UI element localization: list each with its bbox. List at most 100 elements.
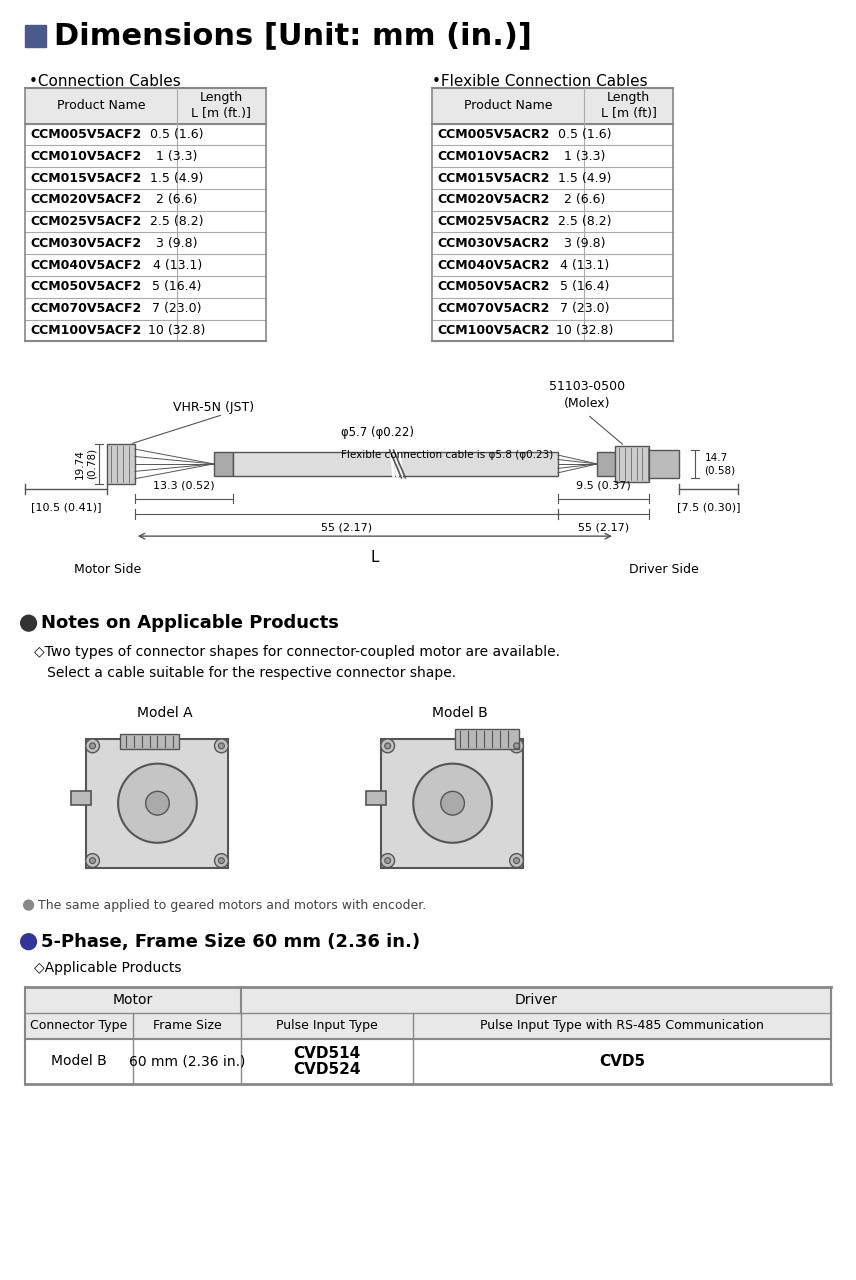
Text: 0.5 (1.6): 0.5 (1.6) <box>151 128 204 141</box>
Circle shape <box>509 854 523 868</box>
Text: CCM100V5ACF2: CCM100V5ACF2 <box>31 324 142 337</box>
Bar <box>597 452 615 476</box>
Text: 14.7
(0.58): 14.7 (0.58) <box>704 453 735 475</box>
Text: Driver: Driver <box>514 993 557 1007</box>
Bar <box>86 739 229 868</box>
Circle shape <box>90 858 96 864</box>
Bar <box>213 452 233 476</box>
Text: Motor Side: Motor Side <box>74 563 141 576</box>
Circle shape <box>21 934 37 950</box>
Text: φ5.7 (φ0.22): φ5.7 (φ0.22) <box>342 426 414 439</box>
Text: Pulse Input Type with RS-485 Communication: Pulse Input Type with RS-485 Communicati… <box>480 1019 764 1032</box>
Circle shape <box>215 854 229 868</box>
Bar <box>432 88 673 124</box>
Text: CCM040V5ACF2: CCM040V5ACF2 <box>31 259 142 271</box>
Text: [7.5 (0.30)]: [7.5 (0.30)] <box>676 503 740 512</box>
Circle shape <box>86 854 99 868</box>
Circle shape <box>215 739 229 753</box>
Text: CCM050V5ACR2: CCM050V5ACR2 <box>437 280 550 293</box>
Text: The same applied to geared motors and motors with encoder.: The same applied to geared motors and mo… <box>39 899 426 911</box>
Text: 5 (16.4): 5 (16.4) <box>560 280 609 293</box>
Text: 2.5 (8.2): 2.5 (8.2) <box>151 215 204 228</box>
Text: Model B: Model B <box>431 707 487 721</box>
Text: CCM040V5ACR2: CCM040V5ACR2 <box>437 259 550 271</box>
Text: 55 (2.17): 55 (2.17) <box>578 522 629 532</box>
Text: CCM025V5ACR2: CCM025V5ACR2 <box>437 215 550 228</box>
Text: Dimensions [Unit: mm (in.)]: Dimensions [Unit: mm (in.)] <box>54 22 532 50</box>
Circle shape <box>381 739 395 753</box>
Text: 2.5 (8.2): 2.5 (8.2) <box>557 215 611 228</box>
Text: [10.5 (0.41)]: [10.5 (0.41)] <box>31 503 101 512</box>
Text: CCM015V5ACF2: CCM015V5ACF2 <box>31 172 142 184</box>
Text: CCM025V5ACF2: CCM025V5ACF2 <box>31 215 142 228</box>
Text: 60 mm (2.36 in.): 60 mm (2.36 in.) <box>128 1055 245 1069</box>
Bar <box>455 730 519 749</box>
Circle shape <box>514 858 520 864</box>
Circle shape <box>509 739 523 753</box>
Text: CCM015V5ACR2: CCM015V5ACR2 <box>437 172 550 184</box>
Text: Product Name: Product Name <box>464 100 552 113</box>
Bar <box>25 24 46 46</box>
Text: •Flexible Connection Cables: •Flexible Connection Cables <box>432 74 647 90</box>
Text: •Connection Cables: •Connection Cables <box>28 74 181 90</box>
Text: 1.5 (4.9): 1.5 (4.9) <box>151 172 204 184</box>
Text: 51103-0500
(Molex): 51103-0500 (Molex) <box>550 380 626 410</box>
Text: 10 (32.8): 10 (32.8) <box>556 324 613 337</box>
Bar <box>107 444 135 484</box>
Circle shape <box>146 791 169 815</box>
Text: 13.3 (0.52): 13.3 (0.52) <box>153 480 215 490</box>
Text: 5-Phase, Frame Size 60 mm (2.36 in.): 5-Phase, Frame Size 60 mm (2.36 in.) <box>41 933 420 951</box>
Text: CCM010V5ACR2: CCM010V5ACR2 <box>437 150 550 163</box>
Text: ◇Applicable Products: ◇Applicable Products <box>34 961 182 975</box>
Text: 3 (9.8): 3 (9.8) <box>563 237 605 250</box>
Bar <box>381 739 523 868</box>
Circle shape <box>441 791 465 815</box>
Text: 1.5 (4.9): 1.5 (4.9) <box>558 172 611 184</box>
Text: CVD524: CVD524 <box>294 1062 361 1076</box>
Text: CCM050V5ACF2: CCM050V5ACF2 <box>31 280 142 293</box>
Text: Frame Size: Frame Size <box>152 1019 222 1032</box>
Text: 1 (3.3): 1 (3.3) <box>564 150 605 163</box>
Text: 55 (2.17): 55 (2.17) <box>321 522 372 532</box>
Text: Driver Side: Driver Side <box>629 563 699 576</box>
Text: CCM005V5ACR2: CCM005V5ACR2 <box>437 128 550 141</box>
Text: CCM010V5ACF2: CCM010V5ACF2 <box>31 150 142 163</box>
Text: CVD5: CVD5 <box>599 1053 645 1069</box>
Bar <box>233 452 558 476</box>
Text: Product Name: Product Name <box>56 100 146 113</box>
Bar <box>120 733 179 749</box>
Text: 3 (9.8): 3 (9.8) <box>157 237 198 250</box>
Text: 0.5 (1.6): 0.5 (1.6) <box>557 128 611 141</box>
Text: Length
L [m (ft)]: Length L [m (ft)] <box>601 91 657 120</box>
Text: CCM100V5ACR2: CCM100V5ACR2 <box>437 324 550 337</box>
Circle shape <box>218 742 224 749</box>
Text: 4 (13.1): 4 (13.1) <box>152 259 202 271</box>
Text: Notes on Applicable Products: Notes on Applicable Products <box>41 614 339 632</box>
Text: Motor: Motor <box>113 993 153 1007</box>
Text: CCM030V5ACF2: CCM030V5ACF2 <box>31 237 142 250</box>
Text: 10 (32.8): 10 (32.8) <box>148 324 205 337</box>
Circle shape <box>86 739 99 753</box>
Text: 2 (6.6): 2 (6.6) <box>157 193 198 206</box>
Circle shape <box>384 742 390 749</box>
Text: 2 (6.6): 2 (6.6) <box>564 193 605 206</box>
Text: 1 (3.3): 1 (3.3) <box>157 150 198 163</box>
Bar <box>25 88 265 124</box>
Circle shape <box>381 854 395 868</box>
Text: CCM070V5ACF2: CCM070V5ACF2 <box>31 302 142 315</box>
Bar <box>25 1012 831 1038</box>
Text: CCM020V5ACR2: CCM020V5ACR2 <box>437 193 550 206</box>
Text: Model A: Model A <box>137 707 192 721</box>
Text: VHR-5N (JST): VHR-5N (JST) <box>173 402 254 415</box>
Circle shape <box>413 764 492 842</box>
Text: CVD514: CVD514 <box>294 1046 360 1061</box>
Circle shape <box>118 764 197 842</box>
Text: L: L <box>371 550 379 564</box>
Bar <box>615 447 650 481</box>
Bar <box>366 791 386 805</box>
Text: 7 (23.0): 7 (23.0) <box>560 302 609 315</box>
Circle shape <box>21 616 37 631</box>
Bar <box>650 451 679 477</box>
Text: CCM070V5ACR2: CCM070V5ACR2 <box>437 302 550 315</box>
Text: Flexible connection cable is φ5.8 (φ0.23): Flexible connection cable is φ5.8 (φ0.23… <box>342 451 554 460</box>
